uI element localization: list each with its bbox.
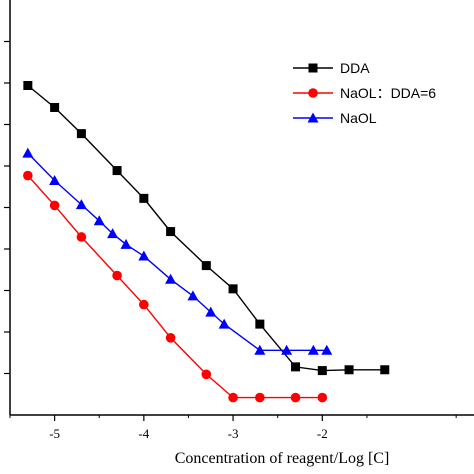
data-point <box>255 319 265 329</box>
data-point <box>218 318 230 329</box>
data-point <box>290 392 301 403</box>
x-tick-label: -5 <box>49 426 60 441</box>
series-2 <box>23 170 328 403</box>
data-point <box>201 261 211 271</box>
series-layer <box>22 80 390 403</box>
data-point <box>139 193 149 203</box>
data-point <box>344 365 354 375</box>
data-point <box>165 333 176 343</box>
data-point <box>205 306 217 317</box>
legend-label: NaOL <box>340 110 377 126</box>
legend-marker <box>308 63 318 73</box>
legend-item: NaOL <box>293 110 377 126</box>
x-tick-label: -4 <box>138 426 149 441</box>
data-point <box>307 344 319 355</box>
data-point <box>201 369 212 380</box>
legend-label: NaOL：DDA=6 <box>340 85 436 101</box>
series-line <box>27 152 327 351</box>
data-point <box>75 199 87 210</box>
data-point <box>255 392 265 403</box>
data-point <box>317 392 328 403</box>
data-point <box>228 392 238 403</box>
data-point <box>165 273 177 284</box>
x-axis-title: Concentration of reagent/Log [C] <box>175 450 390 467</box>
data-point <box>138 250 150 261</box>
legend-marker <box>307 112 319 123</box>
series-line <box>27 175 323 399</box>
x-tick-label: -2 <box>317 426 328 441</box>
data-point <box>380 365 390 375</box>
data-point <box>187 290 199 301</box>
data-point <box>93 215 105 226</box>
series-3 <box>22 147 333 355</box>
data-point <box>228 284 238 294</box>
data-point <box>50 102 60 112</box>
data-point <box>281 344 293 355</box>
axes: -5 -4 -3 -2 <box>4 0 474 441</box>
legend-marker <box>308 88 318 98</box>
series-line <box>27 84 385 372</box>
data-point <box>254 344 266 355</box>
data-point <box>23 170 33 181</box>
data-point <box>112 166 122 176</box>
legend: DDA NaOL：DDA=6 NaOL <box>293 60 436 126</box>
data-point <box>317 366 327 376</box>
data-point <box>112 270 122 281</box>
data-point <box>49 200 60 211</box>
data-point <box>76 129 86 139</box>
x-tick-label: -3 <box>228 426 239 441</box>
legend-label: DDA <box>340 60 370 76</box>
legend-item: NaOL：DDA=6 <box>293 85 436 101</box>
data-point <box>49 175 61 186</box>
series-1 <box>23 80 390 376</box>
data-point <box>22 147 34 158</box>
data-point <box>120 238 132 249</box>
data-point <box>166 227 176 237</box>
legend-item: DDA <box>293 60 370 76</box>
data-point <box>23 80 33 90</box>
data-point <box>321 344 333 355</box>
data-point <box>76 232 87 242</box>
data-point <box>291 362 301 372</box>
data-point <box>107 228 119 239</box>
data-point <box>139 299 149 310</box>
